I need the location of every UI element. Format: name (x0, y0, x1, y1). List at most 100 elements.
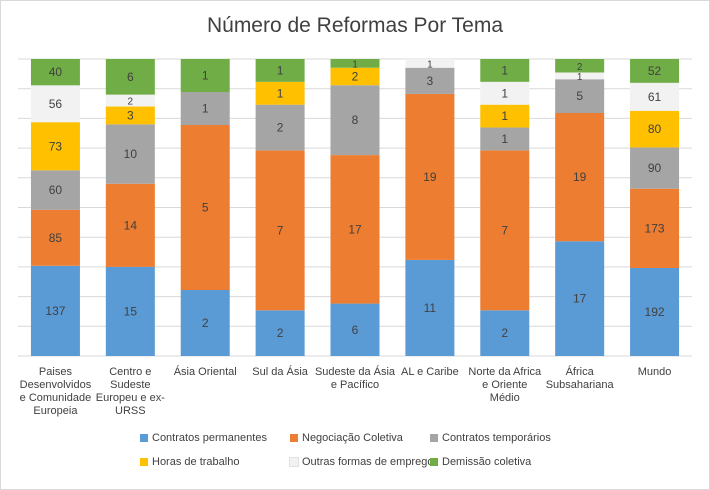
bar-segment (555, 79, 605, 113)
category-label-line: Mundo (638, 366, 672, 378)
legend-swatch (140, 458, 148, 466)
data-label: 2 (128, 97, 134, 108)
data-label: 85 (49, 231, 63, 245)
bar-segment (555, 113, 605, 242)
data-label: 1 (501, 132, 508, 146)
data-label: 3 (127, 108, 134, 122)
bar-segment (555, 72, 605, 80)
data-label: 11 (424, 301, 437, 315)
bar-segment (255, 310, 305, 356)
bar-segment (480, 81, 530, 105)
legend-swatch (140, 434, 148, 442)
category-label: Sul da Ásia (252, 365, 309, 378)
data-label: 90 (648, 161, 662, 175)
bar-segment (630, 82, 680, 111)
category-label-line: AL e Caribe (401, 366, 459, 378)
category-label-line: URSS (115, 405, 146, 417)
bar-segment (30, 122, 80, 171)
bar-segment (30, 265, 80, 356)
category-label-line: e Pacífico (331, 379, 379, 391)
category-label: Paises Desenvolvidos e Comunidade Europeia (20, 366, 92, 417)
bar-segment (330, 67, 380, 86)
bar-segment (330, 155, 380, 304)
bar-segment (330, 303, 380, 356)
category-label: Ásia Oriental (174, 365, 237, 378)
category-label: Sudeste da Ásia e Pacífico (315, 365, 396, 391)
data-label: 19 (423, 170, 437, 184)
bar-segment (480, 104, 530, 128)
legend-swatch (290, 434, 298, 442)
category-label-line: e Oriente (482, 379, 527, 391)
bar-segment (405, 259, 455, 356)
category-label-line: Médio (490, 392, 520, 404)
legend-swatch (430, 458, 438, 466)
data-label: 15 (124, 304, 138, 318)
data-label: 2 (202, 316, 209, 330)
bar-segment (330, 85, 380, 156)
bar-segment (30, 85, 80, 123)
bar-segment (405, 59, 455, 68)
data-label: 1 (202, 69, 209, 83)
category-label-line: Ásia Oriental (174, 365, 237, 378)
data-label: 52 (648, 64, 662, 78)
data-label: 17 (348, 222, 362, 236)
data-label: 1 (501, 109, 508, 123)
category-label-line: Sudeste (110, 379, 150, 391)
data-label: 19 (573, 170, 587, 184)
bar-segment (330, 59, 380, 68)
bar-segment (630, 59, 680, 83)
bar-segment (255, 59, 305, 82)
data-label: 137 (45, 304, 65, 318)
legend-item: Outras formas de emprego (289, 456, 433, 468)
chart-title: Número de Reformas Por Tema (206, 14, 504, 37)
legend-label: Negociação Coletiva (302, 432, 403, 444)
bar-segment (180, 290, 230, 356)
category-label-line: Sul da Ásia (252, 365, 309, 378)
data-label: 1 (277, 86, 284, 100)
bar-segment (405, 93, 455, 260)
data-label: 56 (49, 97, 63, 111)
data-label: 7 (277, 223, 284, 237)
category-label: Centro e Sudeste Europeu e ex-URSS (96, 366, 165, 417)
data-label: 2 (577, 62, 583, 73)
data-label: 6 (352, 323, 359, 337)
legend-label: Demissão coletiva (442, 456, 532, 468)
legend-swatch (430, 434, 438, 442)
legend-label: Contratos temporários (442, 432, 551, 444)
data-label: 8 (352, 113, 359, 127)
data-label: 1 (352, 59, 358, 70)
legend-item: Demissão coletiva (430, 456, 531, 468)
data-label: 192 (645, 305, 665, 319)
bar-segment (105, 106, 155, 125)
data-label: 7 (501, 223, 508, 237)
bar-segment (630, 147, 680, 189)
bar-segment (30, 59, 80, 86)
bar-segment (480, 310, 530, 356)
category-label-line: Sudeste da Ásia (315, 365, 396, 378)
category-label-line: Desenvolvidos (20, 379, 92, 391)
data-label: 1 (427, 59, 433, 70)
bar-segment (105, 266, 155, 356)
category-label-line: Europeu e ex- (96, 392, 165, 404)
bar-segment (630, 268, 680, 356)
category-label-line: Centro e (109, 366, 151, 378)
category-label-line: Europeia (33, 405, 78, 417)
bar-segment (105, 59, 155, 95)
bar-segment (480, 150, 530, 311)
data-label: 40 (49, 65, 63, 79)
data-label: 73 (49, 139, 63, 153)
category-label: AL e Caribe (401, 366, 459, 378)
category-label: Mundo (638, 366, 672, 378)
data-label: 1 (277, 63, 284, 77)
bar-segment (30, 170, 80, 210)
bar-segment (630, 110, 680, 148)
bar-segment (555, 59, 605, 73)
data-label: 173 (645, 221, 665, 235)
bar-segment (255, 104, 305, 151)
data-label: 60 (49, 183, 63, 197)
data-label: 3 (427, 74, 434, 88)
data-label: 2 (352, 69, 359, 83)
bar-segment (480, 59, 530, 82)
data-label: 17 (573, 292, 587, 306)
